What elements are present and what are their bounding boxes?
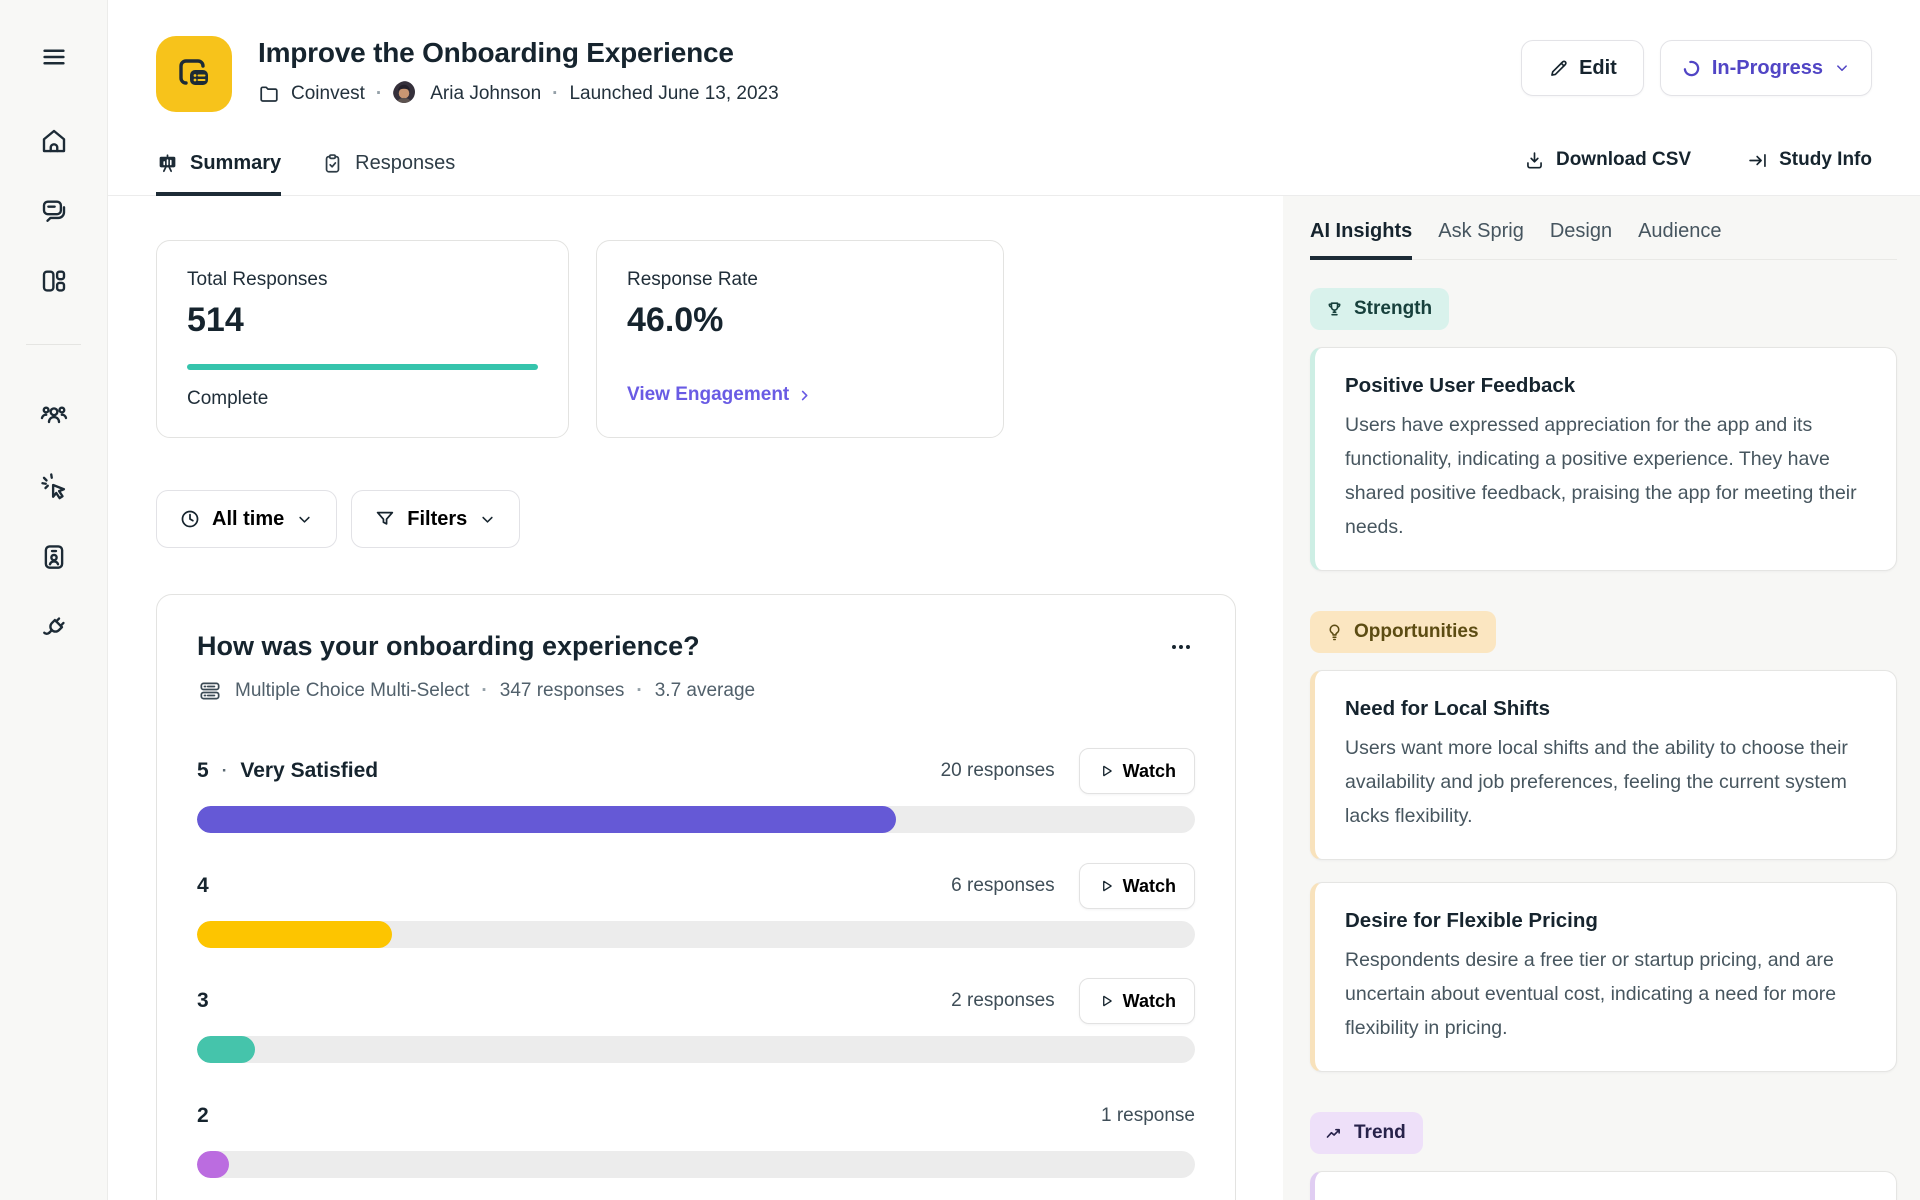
question-title: How was your onboarding experience?: [197, 631, 700, 661]
menu-icon[interactable]: [37, 40, 71, 74]
study-app-icon: [156, 36, 232, 112]
study-info-link[interactable]: Study Info: [1747, 149, 1872, 171]
funnel-icon: [377, 511, 394, 525]
status-dropdown[interactable]: In-Progress: [1659, 40, 1872, 96]
cursor-click-icon[interactable]: [37, 469, 71, 503]
answer-bar-track: [197, 1036, 1195, 1063]
answer-row: 5 · Very Satisfied 20 responses Watch: [197, 748, 1195, 833]
answer-bar-track: [197, 806, 1195, 833]
trend-up-icon: [1326, 1128, 1340, 1138]
question-card: How was your onboarding experience? Mult…: [156, 594, 1236, 1200]
sidebar: [0, 0, 108, 1200]
strength-section: Strength Positive User Feedback Users ha…: [1310, 288, 1897, 571]
presentation-icon: [159, 154, 176, 173]
answer-row: 3 2 responses Watch: [197, 978, 1195, 1063]
answer-bar-fill: [197, 1151, 229, 1178]
answer-row: 2 1 response: [197, 1093, 1195, 1178]
response-rate-value: 46.0%: [627, 301, 724, 339]
insight-card: Improved User Sentiment: [1310, 1171, 1897, 1200]
question-responses: 347 responses: [499, 680, 625, 701]
list-stack-icon: [200, 682, 220, 700]
watch-button[interactable]: Watch: [1078, 748, 1195, 794]
tab-ask-sprig[interactable]: Ask Sprig: [1438, 220, 1524, 242]
summary-content: Total Responses 514 Complete Response Ra…: [108, 196, 1283, 1200]
answer-bar-fill: [197, 1036, 255, 1063]
strength-badge: Strength: [1310, 288, 1450, 330]
download-icon: [1527, 151, 1542, 169]
owner-name: Aria Johnson: [430, 83, 542, 104]
answer-bar-track: [197, 1151, 1195, 1178]
trend-badge: Trend: [1310, 1112, 1423, 1154]
chevron-down-icon: [1837, 65, 1847, 72]
folder-icon: [260, 86, 278, 102]
insight-card: Desire for Flexible Pricing Respondents …: [1310, 882, 1897, 1072]
ellipsis-icon[interactable]: [1167, 633, 1195, 661]
watch-button[interactable]: Watch: [1078, 978, 1195, 1024]
trophy-icon: [1328, 301, 1341, 315]
spinner-icon: [1683, 60, 1700, 76]
chevron-right-icon: [802, 390, 808, 400]
play-icon: [1102, 765, 1112, 777]
page-title: Improve the Onboarding Experience: [258, 37, 734, 68]
clock-icon: [181, 510, 199, 528]
tab-design[interactable]: Design: [1549, 220, 1613, 242]
clipboard-icon: [325, 154, 340, 173]
tab-audience[interactable]: Audience: [1638, 220, 1722, 242]
main-area: Improve the Onboarding Experience Coinve…: [108, 0, 1920, 1200]
download-csv-link[interactable]: Download CSV: [1524, 149, 1691, 171]
tab-responses[interactable]: Responses: [321, 152, 455, 195]
answer-bar-fill: [197, 806, 896, 833]
time-range-dropdown[interactable]: All time: [156, 490, 338, 548]
answer-bar-track: [197, 921, 1195, 948]
response-rate-card: Response Rate 46.0% View Engagement: [596, 240, 1004, 438]
surveys-chat-icon[interactable]: [37, 194, 71, 228]
play-icon: [1102, 880, 1112, 892]
play-icon: [1102, 995, 1112, 1007]
tab-bar: Summary Responses Download CSV Study Inf…: [108, 118, 1920, 196]
opportunities-badge: Opportunities: [1310, 611, 1496, 653]
insight-card: Need for Local Shifts Users want more lo…: [1310, 670, 1897, 860]
edit-button[interactable]: Edit: [1521, 40, 1644, 96]
id-card-icon[interactable]: [37, 540, 71, 574]
total-responses-value: 514: [187, 301, 244, 339]
answer-row: 4 6 responses Watch: [197, 863, 1195, 948]
opportunities-section: Opportunities Need for Local Shifts User…: [1310, 611, 1897, 1072]
view-engagement-link[interactable]: View Engagement: [627, 384, 973, 406]
plug-icon[interactable]: [37, 611, 71, 645]
sidebar-divider: [26, 344, 81, 345]
chevron-down-icon: [299, 516, 310, 523]
lightbulb-icon: [1329, 624, 1340, 640]
tab-ai-insights[interactable]: AI Insights: [1310, 220, 1413, 260]
launch-date: Launched June 13, 2023: [569, 83, 779, 104]
answer-bar-fill: [197, 921, 392, 948]
watch-button[interactable]: Watch: [1078, 863, 1195, 909]
workspace-name: Coinvest: [291, 83, 365, 104]
avatar: [393, 81, 419, 107]
filters-dropdown[interactable]: Filters: [351, 490, 521, 548]
completion-bar: [187, 364, 538, 370]
people-icon[interactable]: [37, 398, 71, 432]
insight-card: Positive User Feedback Users have expres…: [1310, 347, 1897, 571]
insights-panel: AI Insights Ask Sprig Design Audience St…: [1283, 196, 1920, 1200]
pencil-icon: [1551, 60, 1567, 76]
question-average: 3.7 average: [654, 680, 756, 701]
trend-section: Trend Improved User Sentiment: [1310, 1112, 1897, 1200]
study-header: Improve the Onboarding Experience Coinve…: [108, 0, 1920, 118]
layout-icon[interactable]: [37, 264, 71, 298]
tab-summary[interactable]: Summary: [156, 152, 282, 196]
question-type: Multiple Choice Multi-Select: [235, 680, 470, 701]
total-responses-card: Total Responses 514 Complete: [156, 240, 569, 438]
arrow-to-line-icon: [1749, 153, 1766, 167]
chevron-down-icon: [482, 516, 493, 523]
home-icon[interactable]: [37, 124, 71, 158]
